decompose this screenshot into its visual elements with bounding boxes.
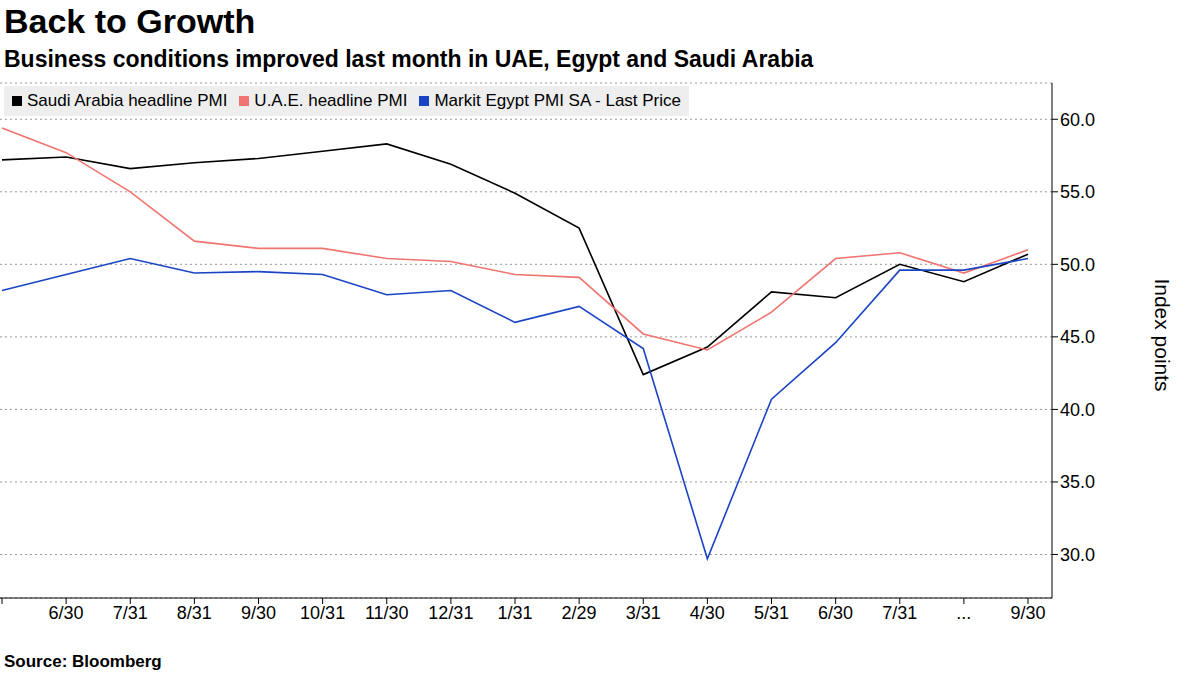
svg-text:10/31: 10/31 — [300, 603, 345, 623]
html-text:Index points: Index points — [1151, 278, 1174, 392]
svg-text:1/31: 1/31 — [497, 603, 532, 623]
svg-text:6/30: 6/30 — [49, 603, 84, 623]
svg-text:40.0: 40.0 — [1060, 400, 1095, 420]
svg-text:6/30: 6/30 — [818, 603, 853, 623]
html-text:U.A.E. headline PMI: U.A.E. headline PMI — [254, 91, 408, 110]
svg-text:11/30: 11/30 — [365, 603, 409, 623]
svg-text:9/30: 9/30 — [1010, 603, 1045, 623]
svg-text:55.0: 55.0 — [1060, 182, 1095, 202]
svg-text:8/31: 8/31 — [177, 603, 212, 623]
html-text:Markit Egypt PMI SA - Last Pri: Markit Egypt PMI SA - Last Price — [434, 91, 681, 110]
svg-text:50.0: 50.0 — [1060, 255, 1095, 275]
html-text:Source: Bloomberg: Source: Bloomberg — [4, 652, 162, 671]
svg-text:5/31: 5/31 — [754, 603, 789, 623]
svg-text:...: ... — [956, 603, 971, 623]
html-text:Business conditions improved l: Business conditions improved last month … — [4, 46, 814, 72]
svg-text:9/30: 9/30 — [241, 603, 276, 623]
svg-text:7/31: 7/31 — [113, 603, 148, 623]
svg-text:7/31: 7/31 — [882, 603, 917, 623]
html-text:Saudi Arabia headline PMI: Saudi Arabia headline PMI — [27, 91, 228, 110]
svg-text:3/31: 3/31 — [626, 603, 661, 623]
svg-text:12/31: 12/31 — [428, 603, 473, 623]
svg-text:4/30: 4/30 — [690, 603, 725, 623]
html-text:Back to Growth: Back to Growth — [4, 2, 256, 40]
svg-text:30.0: 30.0 — [1060, 545, 1095, 565]
svg-text:35.0: 35.0 — [1060, 472, 1095, 492]
svg-text:60.0: 60.0 — [1060, 110, 1095, 130]
svg-text:45.0: 45.0 — [1060, 327, 1095, 347]
svg-text:2/29: 2/29 — [562, 603, 597, 623]
